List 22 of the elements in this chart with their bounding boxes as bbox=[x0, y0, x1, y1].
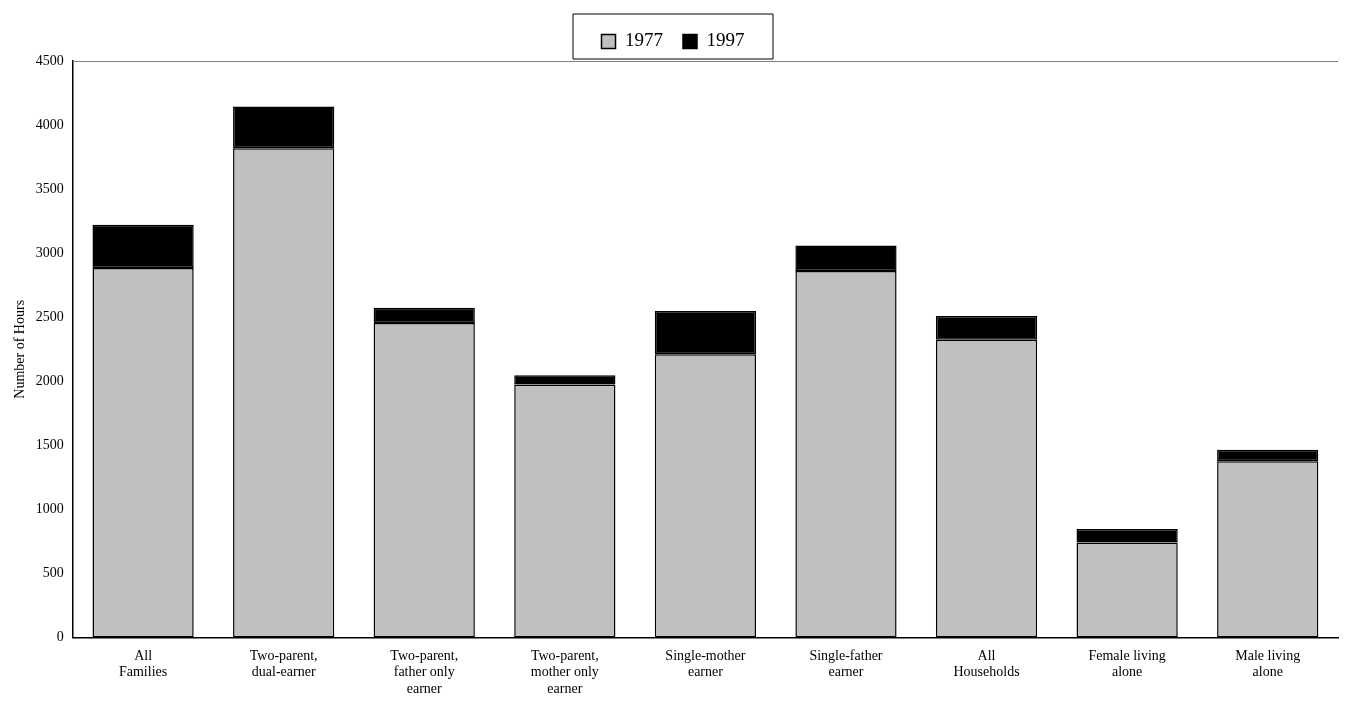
y-tick-label: 2500 bbox=[35, 308, 64, 324]
y-tick-label: 3500 bbox=[35, 180, 64, 196]
y-tick-label: 1500 bbox=[35, 437, 64, 453]
x-tick-label: Two-parent, father only earner bbox=[390, 647, 459, 697]
y-tick-label: 3000 bbox=[35, 244, 64, 260]
legend-label: 1997 bbox=[706, 29, 745, 51]
y-axis-title: Number of Hours bbox=[12, 299, 28, 399]
x-tick-label: Single-mother earner bbox=[665, 647, 746, 680]
y-tick-label: 1000 bbox=[35, 501, 64, 517]
x-tick-label: Female living alone bbox=[1088, 647, 1166, 680]
y-tick-label: 2000 bbox=[35, 373, 64, 389]
x-tick-label: All Households bbox=[953, 647, 1020, 680]
legend-label: 1977 bbox=[625, 29, 663, 51]
x-tick-label: Two-parent, dual-earner bbox=[249, 647, 318, 680]
y-tick-label: 500 bbox=[42, 565, 64, 581]
y-tick-label: 4500 bbox=[35, 52, 64, 68]
x-tick-label: All Families bbox=[118, 647, 168, 680]
x-tick-label: Male living alone bbox=[1235, 647, 1301, 680]
x-tick-label: Single-father earner bbox=[809, 647, 883, 680]
y-tick-label: 4000 bbox=[35, 116, 64, 132]
x-tick-label: Two-parent, mother only earner bbox=[530, 647, 599, 697]
y-tick-label: 0 bbox=[56, 629, 64, 645]
